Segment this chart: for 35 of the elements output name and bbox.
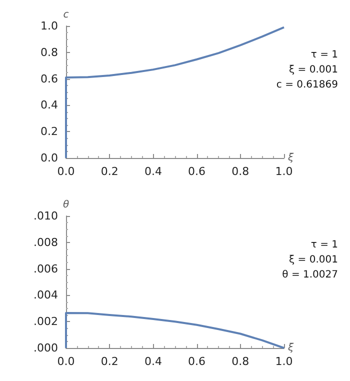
x-tick-label: 0.2	[100, 355, 118, 368]
y-tick-label: .004	[34, 288, 58, 302]
y-tick-label: 1.0	[40, 20, 58, 32]
x-tick-label: 0.4	[144, 165, 162, 178]
x-tick-label: 0.4	[144, 355, 162, 368]
annotation: θ = 1.0027	[282, 270, 338, 280]
x-tick-label: 1.0	[275, 165, 293, 178]
x-tick-label: 0.8	[232, 355, 250, 368]
line-series	[65, 26, 285, 159]
text: ξ = 0.001	[289, 64, 338, 76]
y-tick-label: 0.6	[40, 72, 58, 86]
text: τ = 1	[310, 50, 338, 60]
y-tick-label: .006	[34, 262, 58, 276]
y-tick-label: .000	[34, 342, 58, 354]
text: ξ = 0.001	[289, 254, 338, 266]
y-tick-label: 0.2	[40, 125, 58, 138]
x-tick-label: 0.8	[232, 165, 250, 178]
y-tick-label: 0.4	[40, 98, 58, 112]
y-tick-label: .002	[34, 315, 58, 328]
y-tick-label: .008	[34, 236, 58, 249]
x-tick-label: 0.0	[57, 165, 75, 178]
x-axis-title: ξ	[287, 152, 294, 164]
x-tick-label: 0.2	[100, 165, 118, 178]
text: τ = 1	[310, 240, 338, 250]
x-tick-label: 0.0	[57, 355, 75, 368]
y-axis-title: θ	[62, 200, 70, 210]
y-tick-label: .010	[34, 210, 58, 222]
x-tick-label: 0.6	[188, 355, 206, 368]
y-axis-title: c	[63, 10, 70, 20]
y-tick-label: 0.8	[40, 46, 58, 59]
x-tick-label: 1.0	[275, 355, 293, 368]
y-tick-label: 0.0	[40, 152, 58, 164]
annotation: c = 0.61869	[276, 80, 338, 90]
x-axis-title: ξ	[287, 342, 294, 354]
x-tick-label: 0.6	[188, 165, 206, 178]
